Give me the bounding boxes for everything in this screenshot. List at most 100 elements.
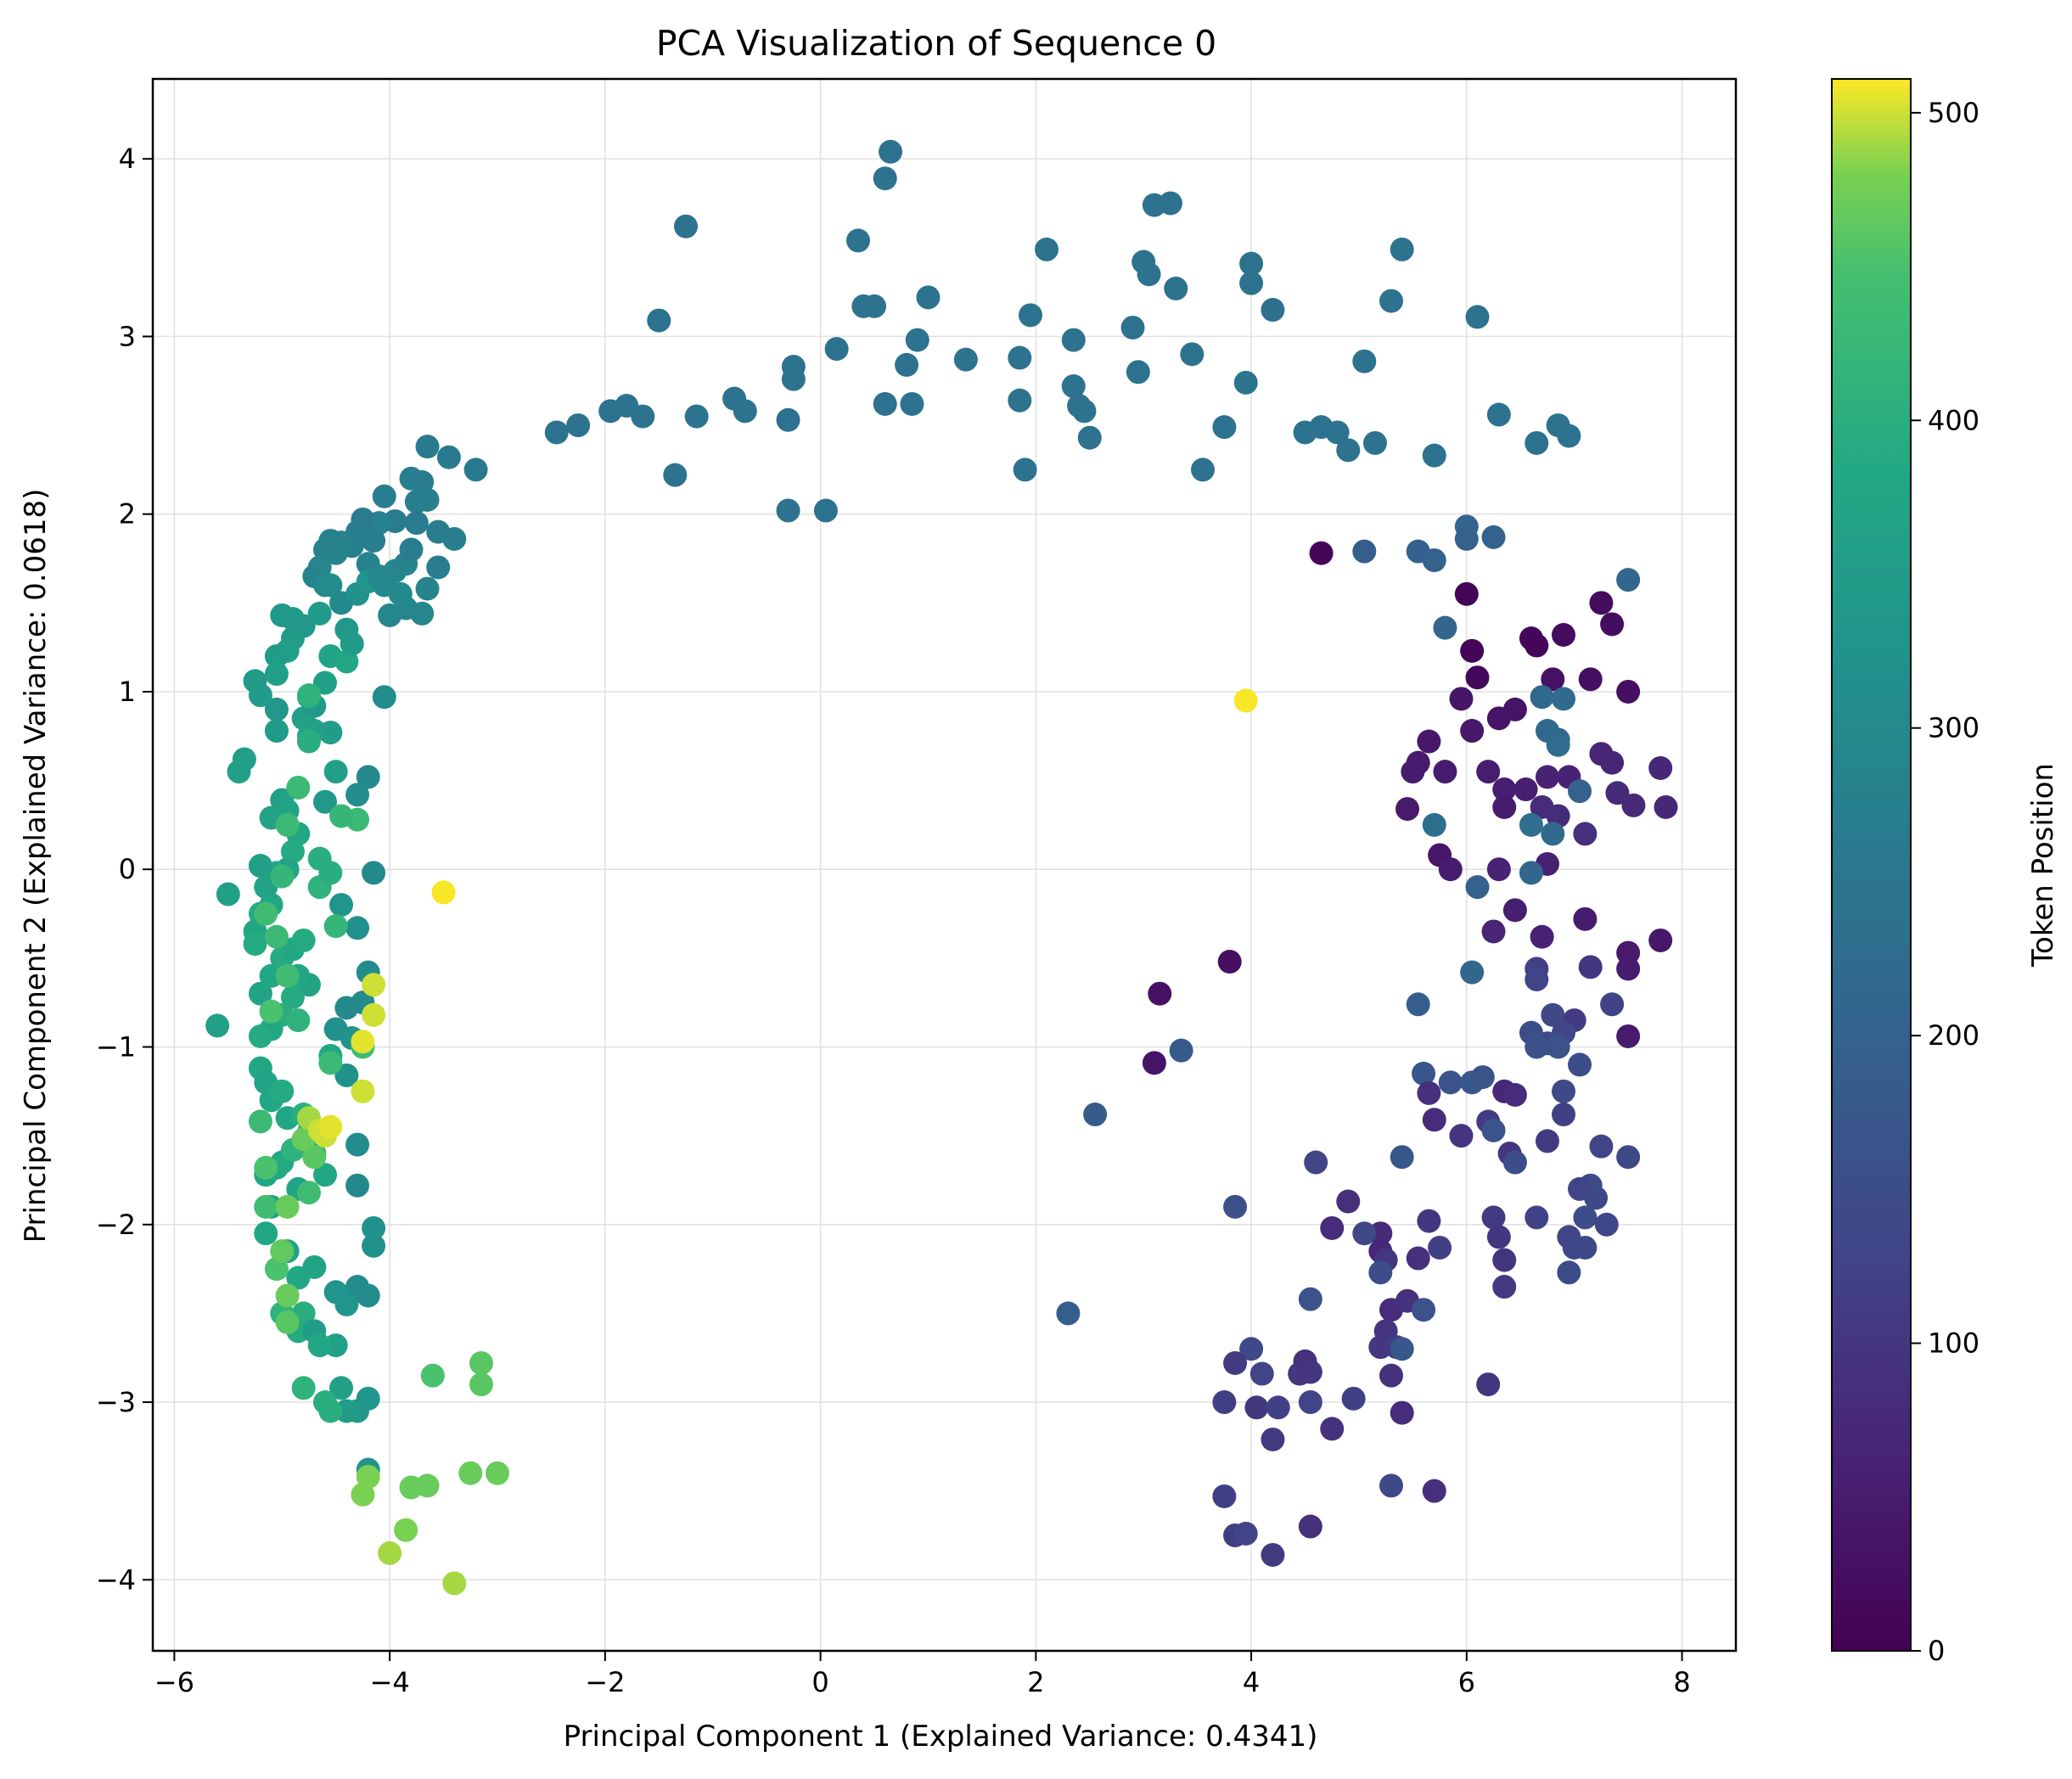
- data-point: [916, 285, 941, 310]
- data-point: [362, 1002, 386, 1027]
- data-point: [1584, 1186, 1609, 1210]
- data-point: [1298, 1390, 1322, 1415]
- data-point: [1525, 633, 1549, 658]
- data-point: [264, 644, 289, 669]
- data-point: [1573, 1235, 1598, 1260]
- data-point: [1379, 289, 1404, 313]
- data-point: [873, 391, 897, 416]
- data-point: [1481, 919, 1506, 944]
- data-point: [1266, 1395, 1290, 1420]
- data-point: [1616, 568, 1641, 592]
- data-point: [1502, 1082, 1527, 1107]
- data-point: [323, 914, 348, 939]
- data-point: [248, 1109, 272, 1134]
- data-point: [722, 386, 747, 411]
- y-tick-label: −1: [96, 1030, 136, 1063]
- data-point: [1470, 1065, 1495, 1090]
- data-point: [1239, 271, 1264, 295]
- data-point: [1320, 1417, 1345, 1441]
- data-point: [1433, 615, 1457, 640]
- data-point: [1616, 1145, 1641, 1170]
- data-point: [442, 1571, 467, 1596]
- data-point: [1309, 541, 1334, 565]
- data-point: [1476, 1372, 1501, 1397]
- data-point: [296, 729, 321, 754]
- data-point: [318, 1114, 343, 1139]
- data-point: [1180, 342, 1204, 367]
- data-point: [1476, 760, 1501, 784]
- data-point: [372, 484, 396, 508]
- data-point: [307, 846, 332, 871]
- data-point: [318, 1051, 343, 1075]
- data-point: [329, 893, 354, 918]
- data-point: [1412, 1298, 1436, 1322]
- data-point: [1131, 250, 1156, 274]
- data-point: [399, 466, 424, 491]
- data-points: [205, 139, 1678, 1596]
- data-point: [1486, 1225, 1511, 1249]
- chart-title: PCA Visualization of Sequence 0: [656, 23, 1216, 64]
- data-point: [684, 404, 709, 429]
- data-point: [1605, 781, 1630, 805]
- data-point: [362, 1215, 386, 1240]
- x-tick-label: 2: [1027, 1666, 1044, 1698]
- data-point: [205, 1013, 230, 1038]
- data-point: [1454, 526, 1479, 551]
- data-point: [1454, 581, 1479, 606]
- data-point: [318, 573, 343, 598]
- data-point: [329, 1376, 354, 1400]
- data-point: [307, 1333, 332, 1358]
- x-tick-label: −6: [154, 1666, 194, 1698]
- data-point: [312, 1163, 337, 1187]
- y-tick-label: 1: [119, 676, 136, 708]
- data-point: [362, 973, 386, 997]
- data-point: [1212, 1390, 1237, 1415]
- data-point: [275, 812, 300, 837]
- data-point: [953, 347, 978, 372]
- data-point: [1578, 955, 1603, 979]
- data-point: [1336, 438, 1361, 463]
- data-point: [254, 1155, 278, 1180]
- data-point: [1519, 812, 1543, 837]
- data-point: [329, 804, 354, 828]
- data-point: [1460, 960, 1485, 985]
- data-point: [1513, 777, 1538, 802]
- data-point: [1541, 822, 1565, 846]
- data-point: [248, 854, 272, 878]
- data-point: [356, 765, 380, 789]
- data-point: [485, 1461, 509, 1485]
- x-tick-label: −2: [585, 1666, 625, 1698]
- data-point: [1336, 1189, 1361, 1214]
- data-point: [879, 139, 903, 164]
- data-point: [1239, 1337, 1264, 1361]
- data-point: [1557, 1260, 1581, 1285]
- data-point: [1546, 732, 1570, 757]
- data-point: [905, 328, 929, 352]
- data-point: [1460, 638, 1485, 663]
- data-point: [291, 1376, 316, 1400]
- data-point: [647, 308, 671, 333]
- y-tick-label: −3: [96, 1386, 136, 1418]
- data-point: [1449, 687, 1474, 711]
- data-point: [1438, 857, 1463, 882]
- data-point: [1395, 797, 1420, 822]
- data-point: [1621, 793, 1646, 817]
- data-point: [813, 498, 838, 523]
- data-point: [1212, 415, 1237, 440]
- data-point: [824, 337, 849, 362]
- data-point: [598, 399, 623, 424]
- data-point: [1589, 591, 1614, 615]
- data-point: [1616, 679, 1641, 704]
- data-point: [1077, 425, 1102, 450]
- data-point: [1481, 1205, 1506, 1230]
- plot-frame: [151, 77, 1738, 1653]
- data-point: [1486, 857, 1511, 882]
- data-point: [302, 1254, 327, 1279]
- data-point: [1433, 760, 1457, 784]
- data-point: [674, 214, 699, 239]
- data-point: [426, 555, 451, 580]
- data-point: [1390, 1145, 1414, 1170]
- data-point: [275, 1283, 300, 1308]
- data-point: [1390, 1400, 1414, 1425]
- data-point: [1578, 667, 1603, 692]
